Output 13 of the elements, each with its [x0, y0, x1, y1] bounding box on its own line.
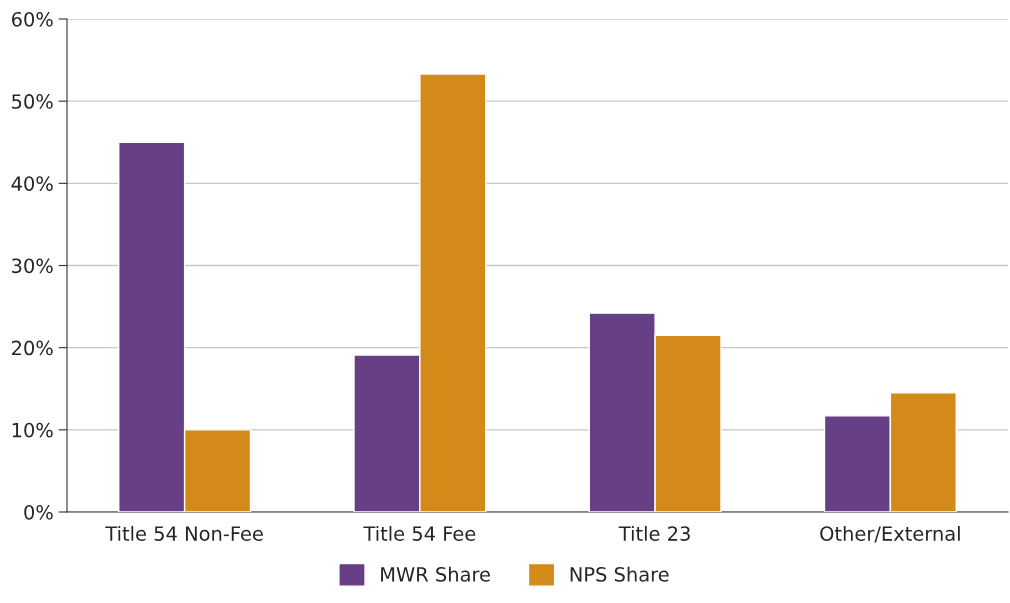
y-tick-label: 40% [11, 176, 53, 191]
y-tick-label: 60% [11, 11, 53, 27]
y-tick-label: 20% [12, 340, 53, 356]
y-tick-label: 30% [12, 258, 53, 274]
x-tick-label: Title 23 [618, 525, 690, 541]
x-tick-label: Other/External [820, 525, 960, 543]
legend-label: MWR Share [381, 566, 490, 582]
y-tick-label: 0% [24, 504, 53, 520]
legend-label: NPS Share [570, 566, 669, 582]
x-tick-label: Title 54 Non-Fee [105, 525, 263, 541]
y-tick-label: 50% [12, 94, 53, 109]
x-tick-label: Title 54 Fee [363, 525, 476, 541]
y-tick-label: 10% [12, 422, 53, 438]
